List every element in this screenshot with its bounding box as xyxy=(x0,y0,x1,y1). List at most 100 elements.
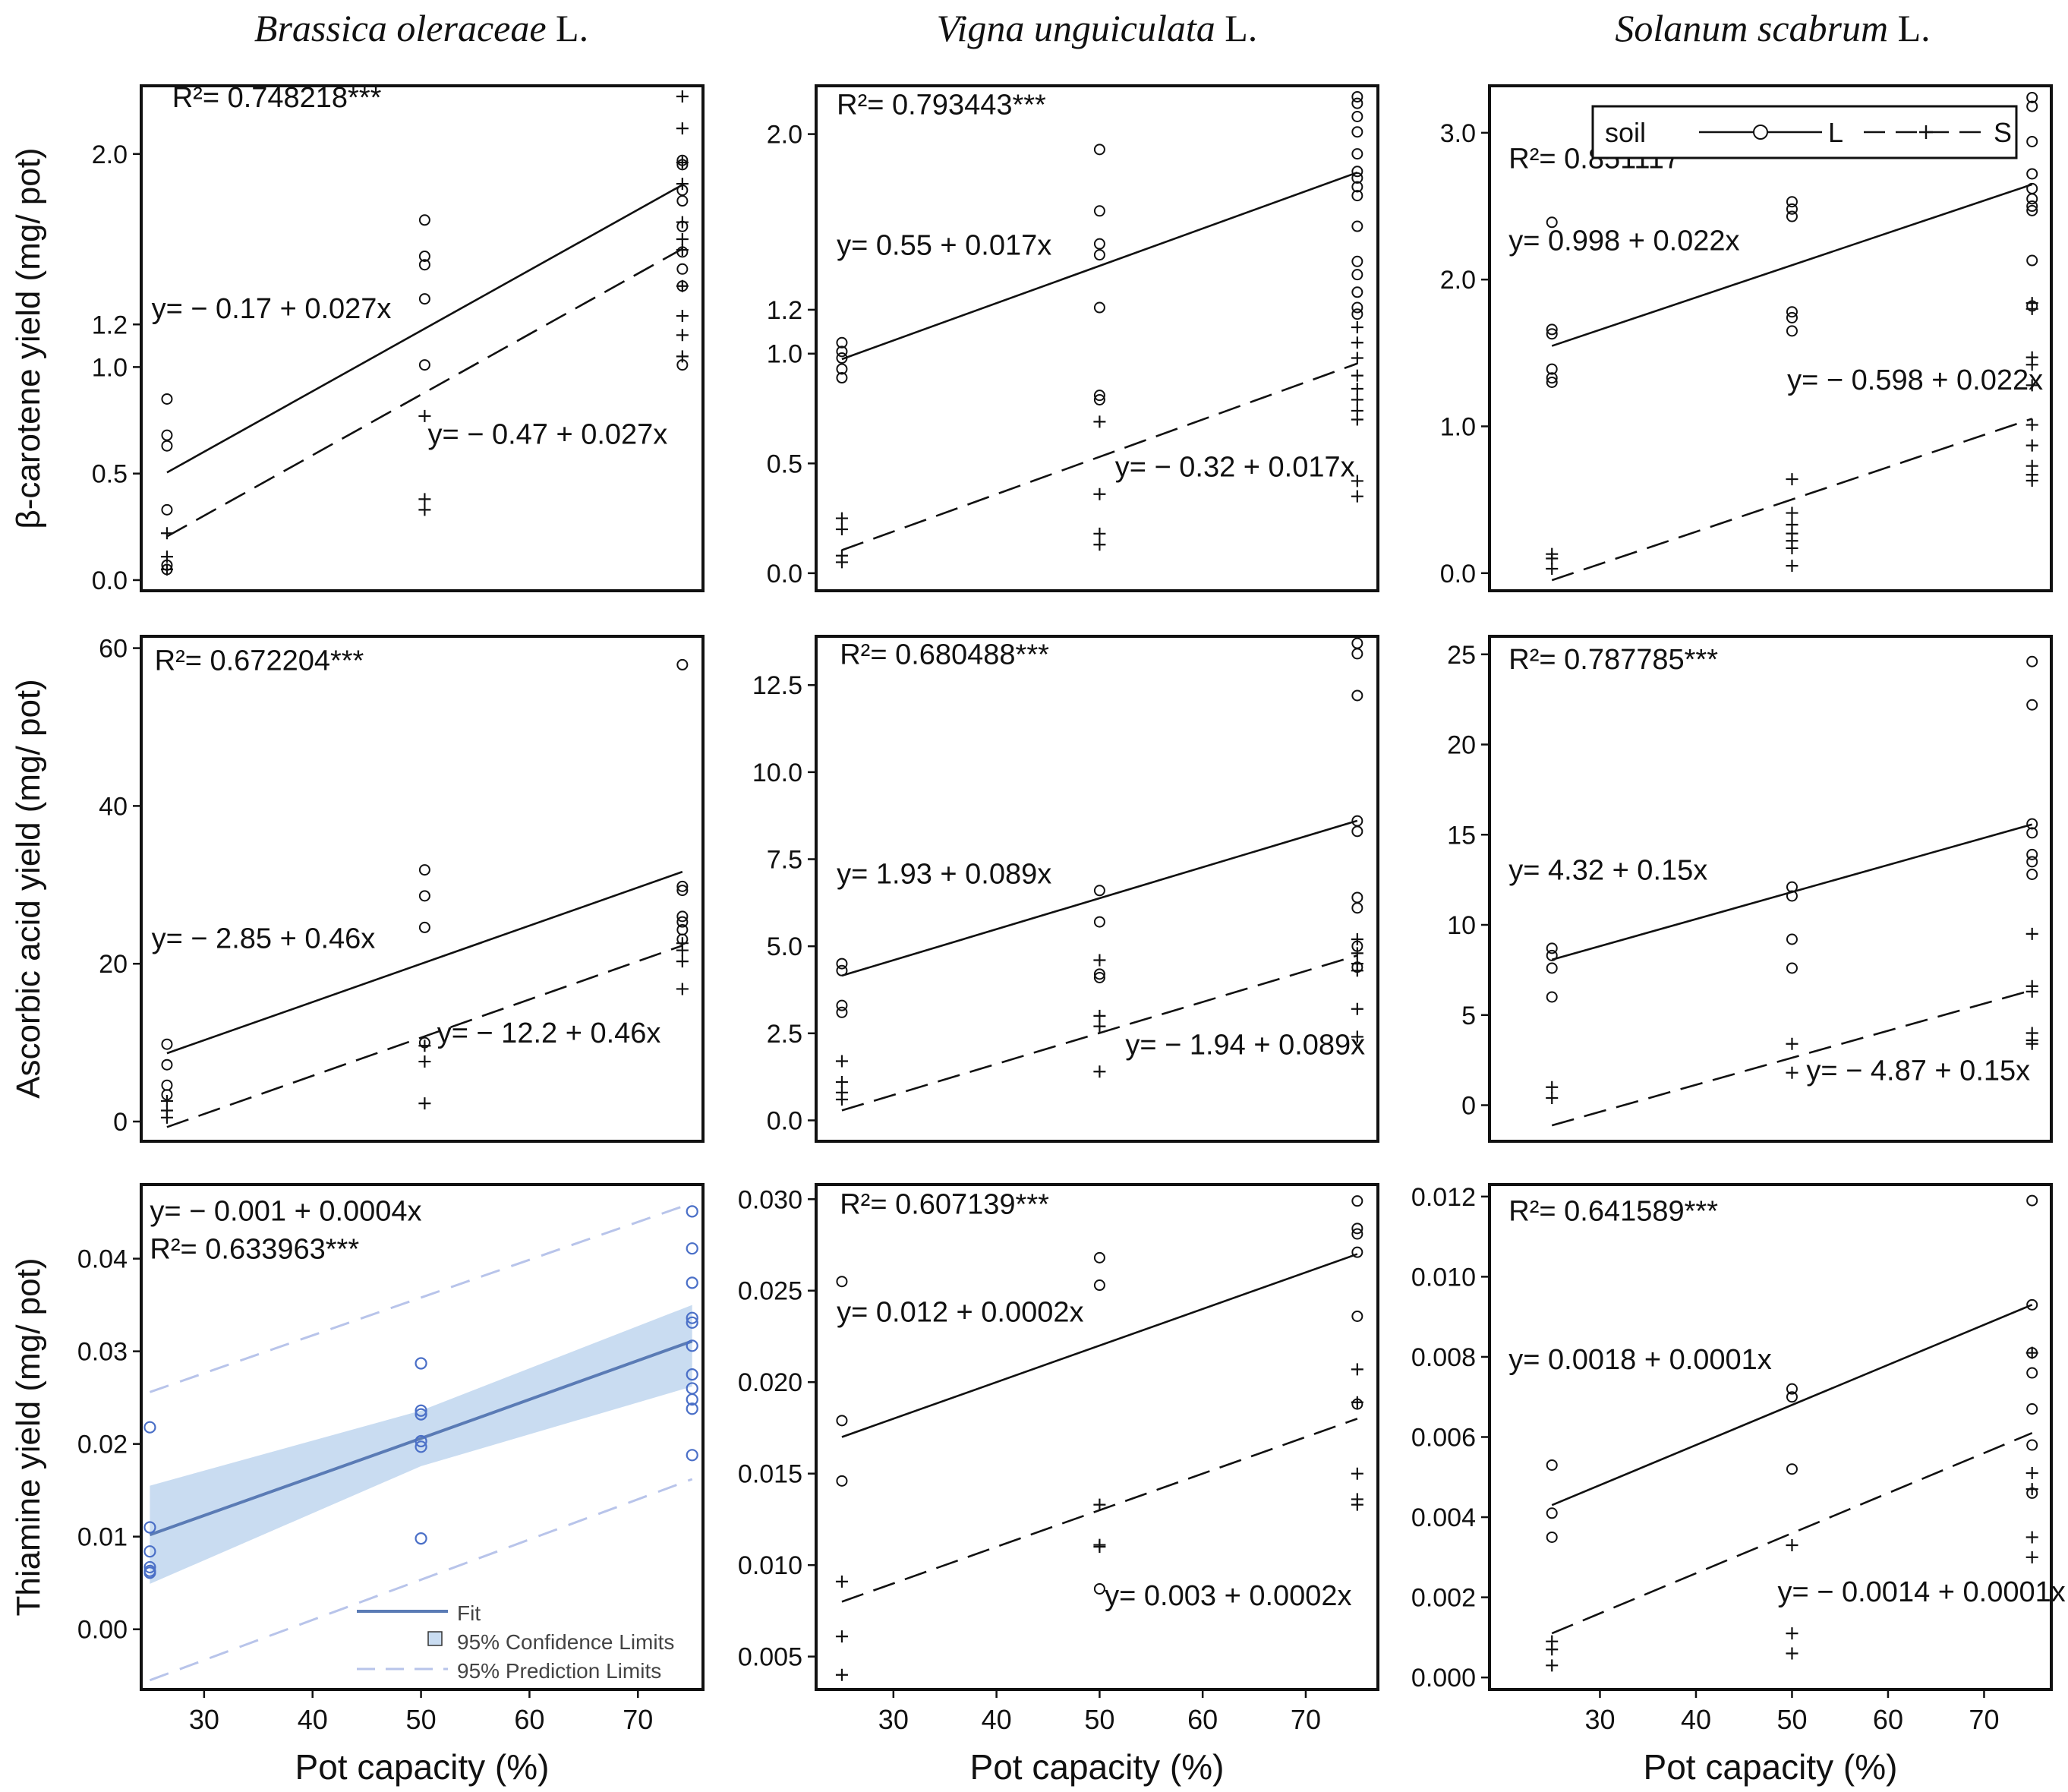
legend-label-confidence: 95% Confidence Limits xyxy=(457,1630,674,1654)
data-point-S xyxy=(835,523,848,536)
data-point-L xyxy=(2026,204,2038,216)
y-tick-label: 2.0 xyxy=(1440,266,1476,295)
legend-circle-marker xyxy=(1753,125,1768,140)
data-point-S xyxy=(2025,927,2038,940)
data-point-S xyxy=(1786,1037,1798,1050)
data-point-S xyxy=(1093,1541,1106,1554)
data-point-S xyxy=(1351,413,1363,426)
y-tick-label: 2.5 xyxy=(767,1020,802,1049)
annotation: y= − 12.2 + 0.46x xyxy=(437,1017,661,1049)
panel-brassica-betacarotene: 0.0 0.5 1.0 1.2 2.0 R²= 0.748218*** y= − 0.17 … xyxy=(10,82,705,595)
data-point-L xyxy=(418,259,430,271)
x-axis-label: Pot capacity (%) xyxy=(1644,1747,1898,1787)
data-point-L xyxy=(418,921,430,933)
data-point-S xyxy=(1786,1647,1798,1660)
plot-area xyxy=(835,90,1363,569)
annotation: y= 1.93 + 0.089x xyxy=(837,859,1051,891)
data-point-L xyxy=(676,885,689,897)
column-title-author: L. xyxy=(1225,7,1258,49)
data-point-S xyxy=(1351,947,1363,960)
data-point-L xyxy=(676,880,689,892)
data-point-S xyxy=(1093,954,1106,967)
plot-area xyxy=(835,1195,1363,1681)
data-point-L xyxy=(1786,325,1798,337)
y-tick-label: 2.0 xyxy=(92,140,128,169)
data-point-L xyxy=(1351,891,1363,904)
panel-frame xyxy=(140,84,705,592)
legend-plus-marker xyxy=(1919,125,1933,139)
x-tick-label: 70 xyxy=(1969,1704,1999,1735)
fit-line-L xyxy=(841,171,1358,361)
data-point-S xyxy=(1093,1065,1106,1078)
data-point-S xyxy=(1546,1081,1559,1093)
panel-frame xyxy=(1488,84,2053,592)
data-point-L xyxy=(2026,848,2038,860)
x-tick-label: 30 xyxy=(1584,1704,1615,1735)
annotation: y= − 0.47 + 0.027x xyxy=(427,418,667,450)
data-point xyxy=(686,1205,698,1218)
y-tick-label: 0.002 xyxy=(1411,1584,1476,1613)
plot-area xyxy=(1546,91,2038,582)
annotation: y= − 4.87 + 0.15x xyxy=(1806,1055,2030,1087)
data-point-L xyxy=(1351,269,1363,281)
plot-area xyxy=(835,637,1363,1112)
legend-label-S: S xyxy=(1994,117,2012,148)
data-point-S xyxy=(1546,563,1559,576)
data-point xyxy=(143,1566,156,1579)
data-point-S xyxy=(1351,336,1363,349)
legend-confidence-swatch xyxy=(427,1631,443,1646)
data-point-L xyxy=(1786,962,1798,974)
data-point-S xyxy=(1093,1498,1106,1511)
fit-line-L xyxy=(1551,183,2033,347)
data-point-L xyxy=(1786,1383,1798,1395)
fit-line-L xyxy=(166,184,683,474)
annotation: y= 0.998 + 0.022x xyxy=(1508,226,1739,257)
data-point-L xyxy=(1351,110,1363,122)
fit-line-S xyxy=(166,945,683,1128)
data-point-L xyxy=(1786,311,1798,323)
x-tick-label: 50 xyxy=(1084,1704,1114,1735)
data-point-L xyxy=(1351,166,1363,178)
data-point-L xyxy=(1351,301,1363,314)
x-tick-label: 40 xyxy=(1681,1704,1711,1735)
annotation: R²= 0.748218*** xyxy=(172,82,382,114)
y-tick-label: 0.004 xyxy=(1411,1503,1476,1532)
data-point-S xyxy=(2025,1483,2038,1496)
data-point xyxy=(415,1408,427,1421)
data-point-S xyxy=(676,90,689,103)
y-tick-label: 0 xyxy=(1461,1092,1476,1121)
data-point-S xyxy=(1786,1627,1798,1640)
fit-line-L xyxy=(166,870,683,1055)
data-point-L xyxy=(161,1058,173,1071)
data-point xyxy=(415,1434,427,1448)
y-tick-label: 0.000 xyxy=(1411,1664,1476,1693)
annotation: R²= 0.672204*** xyxy=(155,645,364,677)
column-title-brassica: Brassica oleraceae L. xyxy=(243,6,600,50)
annotation: y= − 0.0014 + 0.0001x xyxy=(1777,1576,2065,1608)
data-point-L xyxy=(2026,869,2038,880)
data-point-L xyxy=(836,345,848,358)
data-point-L xyxy=(836,363,848,375)
data-point-L xyxy=(2026,856,2038,868)
confidence-band xyxy=(150,1305,692,1584)
y-tick-label: 0.5 xyxy=(767,450,802,478)
data-point-L xyxy=(836,1006,848,1018)
x-tick-label: 60 xyxy=(1873,1704,1903,1735)
y-tick-label: 20 xyxy=(1447,731,1476,760)
x-tick-label: 30 xyxy=(189,1704,219,1735)
data-point-S xyxy=(160,527,173,540)
data-point-S xyxy=(1786,1539,1798,1551)
data-point-S xyxy=(2025,1531,2038,1544)
data-point-S xyxy=(418,409,431,422)
data-point-L xyxy=(1786,203,1798,215)
data-point-S xyxy=(2025,1467,2038,1479)
legend-label-fit: Fit xyxy=(457,1601,481,1625)
data-point-S xyxy=(2025,1037,2038,1050)
data-point-L xyxy=(1786,933,1798,945)
x-tick-label: 40 xyxy=(298,1704,328,1735)
data-point xyxy=(686,1449,698,1462)
data-point-L xyxy=(1351,648,1363,660)
data-point-L xyxy=(1093,393,1105,405)
data-point-L xyxy=(1351,90,1363,103)
data-point-S xyxy=(676,329,689,342)
